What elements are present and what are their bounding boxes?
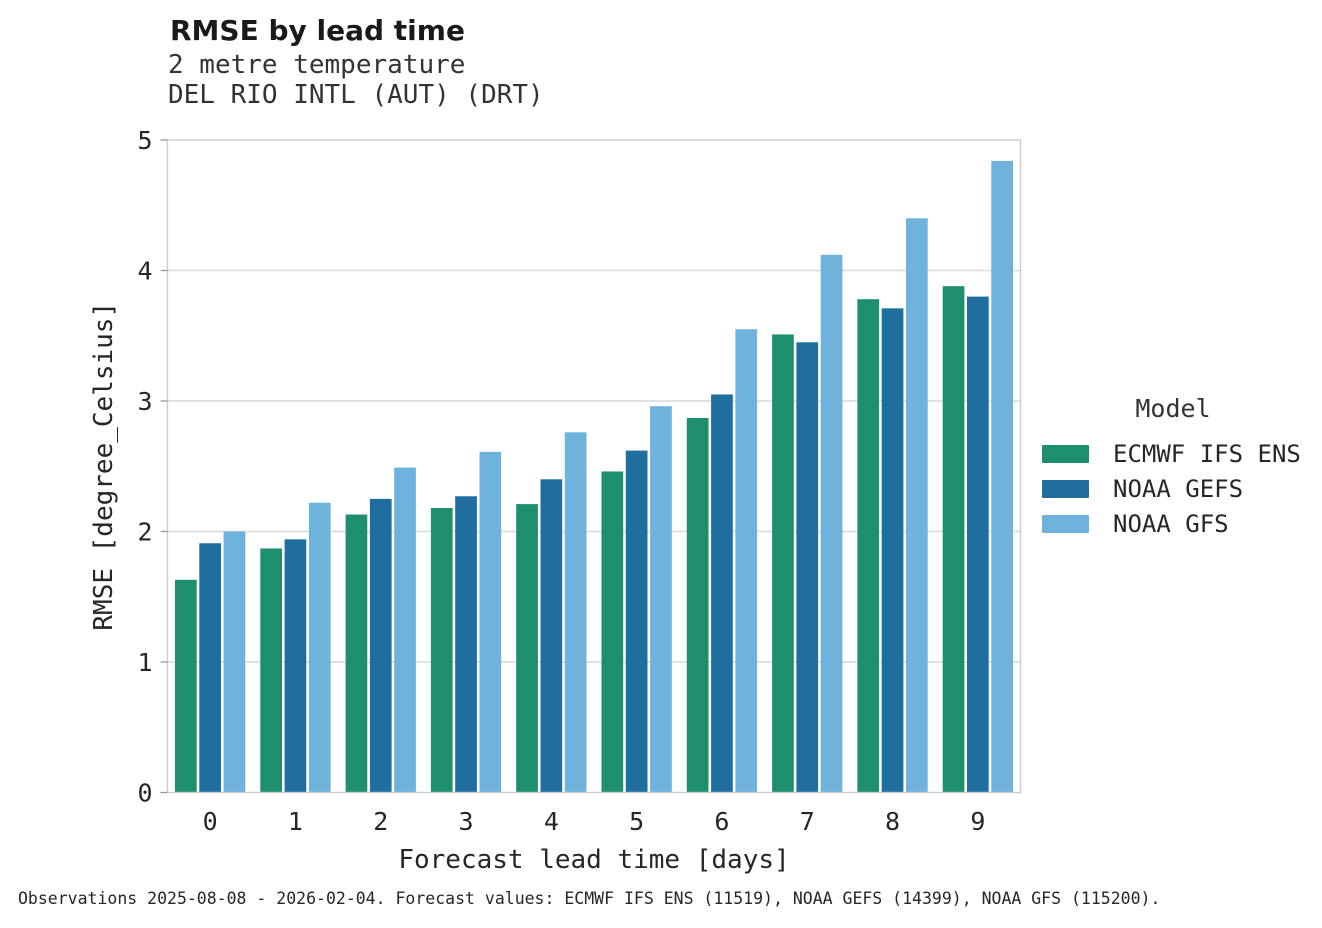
bar-noaa-gefs-lead-9 — [967, 296, 989, 793]
legend-item: ECMWF IFS ENS — [1042, 436, 1304, 471]
y-tick-label-5: 5 — [137, 126, 152, 155]
bar-noaa-gfs-lead-0 — [223, 531, 246, 793]
x-tick-label-2: 2 — [373, 807, 388, 836]
x-tick-label-8: 8 — [885, 807, 900, 836]
bar-noaa-gefs-lead-6 — [711, 394, 733, 793]
bar-noaa-gefs-lead-0 — [199, 543, 221, 793]
legend-swatch-ecmwf-ifs-ens-icon — [1042, 444, 1089, 463]
bar-ecmwf-ifs-ens-lead-9 — [942, 286, 965, 793]
x-tick-label-7: 7 — [800, 807, 815, 836]
y-axis-title: RMSE [degree_Celsius] — [89, 302, 119, 631]
legend-item-label: NOAA GEFS — [1113, 474, 1244, 503]
x-tick-label-9: 9 — [970, 807, 985, 836]
x-tick-label-4: 4 — [544, 807, 559, 836]
legend: Model ECMWF IFS ENS NOAA GEFS NOAA GFS — [1042, 394, 1304, 541]
bar-noaa-gefs-lead-1 — [284, 539, 307, 793]
plot-border — [166, 139, 1022, 794]
bar-ecmwf-ifs-ens-lead-0 — [175, 579, 197, 793]
bar-noaa-gefs-lead-5 — [625, 450, 648, 793]
bar-noaa-gfs-lead-5 — [650, 406, 672, 793]
chart-subtitle-line-2: DEL RIO INTL (AUT) (DRT) — [168, 80, 544, 110]
y-tick-label-0: 0 — [137, 779, 152, 808]
bar-noaa-gefs-lead-8 — [881, 308, 904, 793]
x-tick-label-6: 6 — [714, 807, 729, 836]
x-axis-title: Forecast lead time [days] — [398, 845, 789, 875]
legend-item-label: ECMWF IFS ENS — [1113, 439, 1301, 468]
y-tick-label-1: 1 — [137, 648, 152, 677]
y-tick-label-4: 4 — [137, 257, 152, 286]
x-tick-label-5: 5 — [629, 807, 644, 836]
chart-subtitle-line-1: 2 metre temperature — [168, 50, 466, 80]
bar-ecmwf-ifs-ens-lead-2 — [345, 514, 368, 793]
bar-noaa-gfs-lead-1 — [308, 502, 331, 793]
bar-noaa-gefs-lead-7 — [796, 342, 819, 793]
x-tick-label-3: 3 — [459, 807, 474, 836]
bar-ecmwf-ifs-ens-lead-3 — [430, 508, 453, 793]
x-tick-label-0: 0 — [203, 807, 218, 836]
bar-ecmwf-ifs-ens-lead-5 — [601, 471, 624, 793]
bar-noaa-gefs-lead-3 — [455, 496, 477, 793]
legend-item: NOAA GFS — [1042, 506, 1304, 541]
bar-ecmwf-ifs-ens-lead-4 — [516, 504, 538, 793]
bar-ecmwf-ifs-ens-lead-6 — [686, 417, 709, 793]
chart-subtitle: 2 metre temperature DEL RIO INTL (AUT) (… — [168, 50, 544, 110]
bar-noaa-gfs-lead-7 — [820, 254, 843, 793]
bar-noaa-gfs-lead-9 — [991, 160, 1013, 793]
y-tick-label-2: 2 — [137, 518, 152, 547]
legend-swatch-noaa-gefs-icon — [1042, 479, 1089, 498]
bar-noaa-gefs-lead-2 — [369, 498, 392, 793]
bar-ecmwf-ifs-ens-lead-1 — [260, 548, 282, 793]
bar-noaa-gefs-lead-4 — [540, 479, 563, 793]
bar-noaa-gfs-lead-3 — [479, 451, 502, 793]
legend-item: NOAA GEFS — [1042, 471, 1304, 506]
bar-ecmwf-ifs-ens-lead-8 — [857, 299, 880, 793]
legend-item-label: NOAA GFS — [1113, 509, 1229, 538]
bar-noaa-gfs-lead-6 — [735, 329, 758, 793]
bar-ecmwf-ifs-ens-lead-7 — [772, 334, 794, 793]
bar-noaa-gfs-lead-2 — [394, 467, 416, 793]
x-tick-label-1: 1 — [288, 807, 303, 836]
bar-noaa-gfs-lead-4 — [564, 432, 587, 793]
y-tick-label-3: 3 — [137, 387, 152, 416]
chart-title: RMSE by lead time — [170, 14, 465, 47]
bar-noaa-gfs-lead-8 — [906, 218, 928, 793]
legend-swatch-noaa-gfs-icon — [1042, 514, 1089, 533]
footer-note: Observations 2025-08-08 - 2026-02-04. Fo… — [18, 889, 1161, 908]
legend-title: Model — [1135, 394, 1211, 423]
